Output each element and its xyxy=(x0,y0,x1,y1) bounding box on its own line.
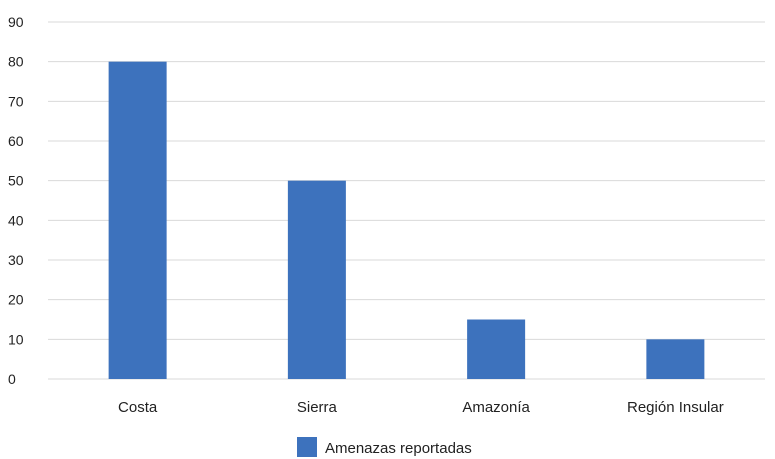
legend-swatch xyxy=(297,437,317,457)
legend: Amenazas reportadas xyxy=(297,437,472,457)
y-tick-label: 40 xyxy=(8,212,24,228)
bar xyxy=(646,339,705,379)
bar xyxy=(467,319,526,379)
gridlines xyxy=(48,21,765,380)
y-tick-label: 60 xyxy=(8,133,24,149)
y-tick-label: 20 xyxy=(8,292,24,308)
y-tick-label: 50 xyxy=(8,173,24,189)
y-tick-label: 80 xyxy=(8,54,24,70)
bar xyxy=(108,61,167,380)
y-tick-label: 0 xyxy=(8,371,16,387)
x-category-label: Sierra xyxy=(297,399,338,416)
x-category-label: Amazonía xyxy=(462,399,530,416)
y-axis-tick-labels: 0 10 20 30 40 50 60 70 80 90 xyxy=(8,14,24,387)
x-axis-category-labels: Costa Sierra Amazonía Región Insular xyxy=(118,399,724,416)
bars xyxy=(108,61,705,380)
y-tick-label: 90 xyxy=(8,14,24,30)
bar xyxy=(287,180,346,379)
x-category-label: Región Insular xyxy=(627,399,724,416)
y-tick-label: 30 xyxy=(8,252,24,268)
y-tick-label: 70 xyxy=(8,93,24,109)
x-category-label: Costa xyxy=(118,399,158,416)
y-tick-label: 10 xyxy=(8,331,24,347)
legend-label: Amenazas reportadas xyxy=(325,440,472,457)
